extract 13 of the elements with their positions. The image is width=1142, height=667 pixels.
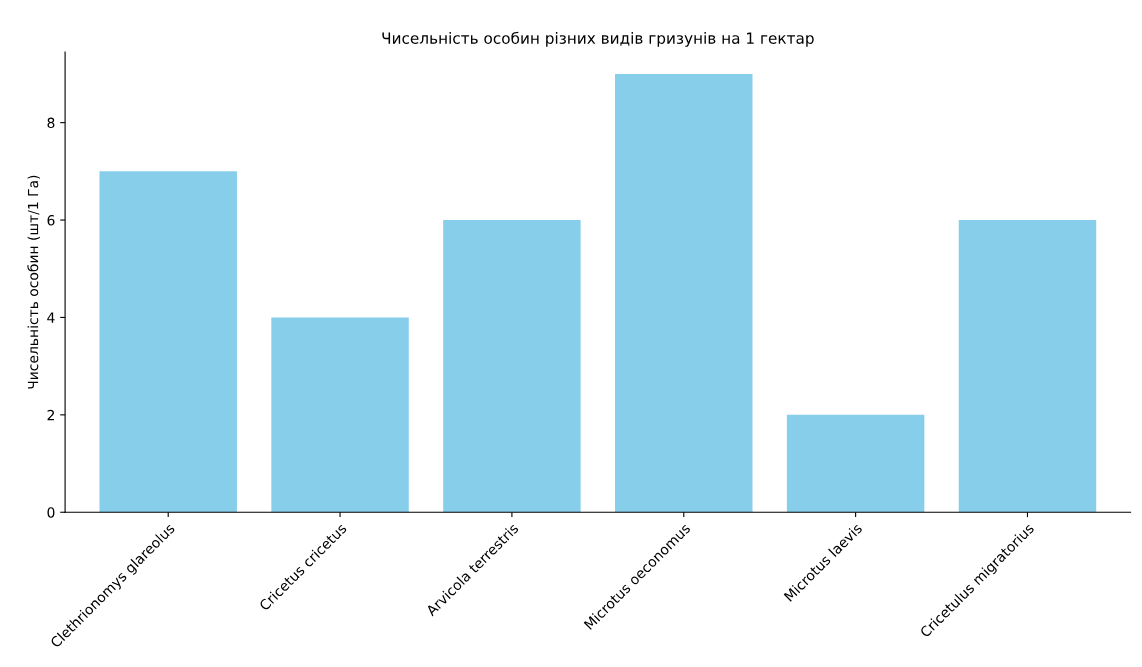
y-tick-label: 8 — [47, 117, 55, 129]
bar — [271, 317, 409, 513]
bar — [615, 73, 753, 513]
y-axis-title: Чисельність особин (шт/1 Га) — [27, 175, 40, 389]
y-tick-label: 0 — [47, 507, 55, 518]
y-tick-label: 4 — [47, 312, 55, 323]
chart-title: Чисельність особин різних видів гризунів на 1 гектар — [382, 31, 814, 47]
bar — [443, 220, 581, 513]
y-tick-label: 2 — [47, 409, 54, 421]
bar — [958, 220, 1097, 513]
bar — [786, 414, 925, 513]
y-tick-label: 6 — [47, 215, 55, 226]
bar — [99, 171, 237, 513]
